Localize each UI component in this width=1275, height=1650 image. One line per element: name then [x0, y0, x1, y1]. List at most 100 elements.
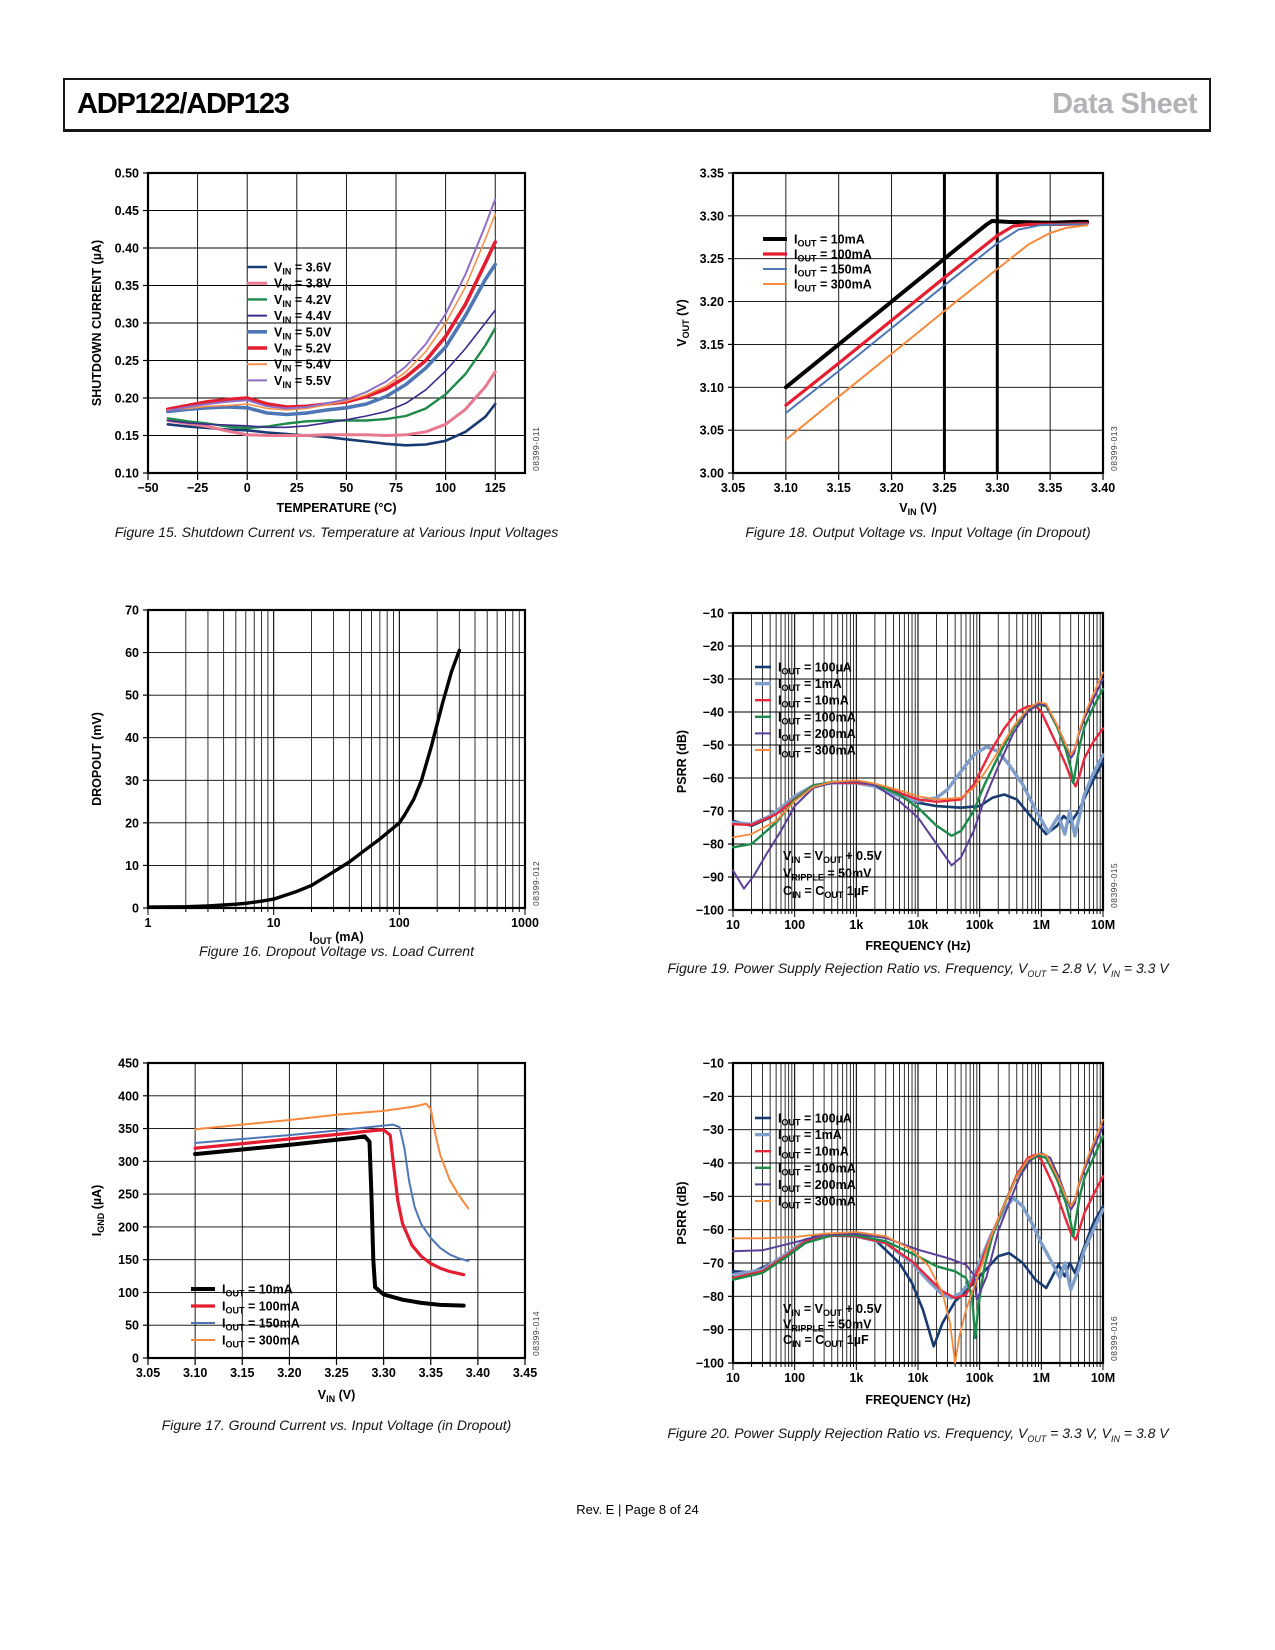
svg-text:10: 10: [267, 916, 281, 930]
svg-text:−50: −50: [137, 481, 158, 495]
svg-text:3.20: 3.20: [277, 1366, 301, 1380]
svg-text:VRIPPLE = 50mV: VRIPPLE = 50mV: [783, 1318, 872, 1334]
figure-16-caption: Figure 16. Dropout Voltage vs. Load Curr…: [199, 943, 474, 959]
svg-text:IOUT = 300mA: IOUT = 300mA: [222, 1334, 300, 1350]
svg-text:40: 40: [125, 731, 139, 745]
svg-text:IOUT = 100mA: IOUT = 100mA: [778, 710, 856, 726]
svg-text:3.20: 3.20: [700, 295, 724, 309]
svg-text:IOUT = 150mA: IOUT = 150mA: [222, 1317, 300, 1333]
svg-text:3.10: 3.10: [700, 381, 724, 395]
svg-text:CIN = COUT 1µF: CIN = COUT 1µF: [783, 1333, 869, 1349]
svg-text:10: 10: [726, 1371, 740, 1385]
svg-text:3.15: 3.15: [827, 481, 851, 495]
svg-text:3.30: 3.30: [985, 481, 1009, 495]
svg-text:IOUT = 1mA: IOUT = 1mA: [778, 1128, 842, 1144]
svg-text:VIN = 5.2V: VIN = 5.2V: [274, 342, 332, 358]
doc-type-label: Data Sheet: [1052, 88, 1197, 120]
figure-19-chart: 10 100 1k 10k 100k 1M 10M −100 −90 −80 −70 −60 −50 −4…: [675, 607, 1119, 954]
svg-text:50: 50: [125, 689, 139, 703]
svg-text:3.15: 3.15: [230, 1366, 254, 1380]
svg-text:VRIPPLE = 50mV: VRIPPLE = 50mV: [783, 867, 872, 883]
svg-text:150: 150: [118, 1253, 139, 1267]
figure-19-caption: Figure 19. Power Supply Rejection Ratio …: [667, 960, 1169, 979]
svg-text:3.25: 3.25: [932, 481, 956, 495]
svg-text:0.10: 0.10: [115, 467, 139, 481]
svg-text:100k: 100k: [966, 1371, 994, 1385]
svg-text:−20: −20: [703, 640, 724, 654]
svg-text:100: 100: [435, 481, 456, 495]
svg-text:3.20: 3.20: [879, 481, 903, 495]
svg-text:−40: −40: [703, 706, 724, 720]
svg-text:−90: −90: [703, 1323, 724, 1337]
svg-text:IOUT (mA): IOUT (mA): [309, 930, 363, 946]
svg-text:IOUT = 100mA: IOUT = 100mA: [778, 1161, 856, 1177]
page-header: ADP122/ADP123 Data Sheet: [63, 78, 1211, 132]
svg-text:0.25: 0.25: [115, 354, 139, 368]
svg-text:200: 200: [118, 1220, 139, 1234]
svg-text:IOUT = 300mA: IOUT = 300mA: [794, 278, 872, 294]
svg-text:VIN (V): VIN (V): [899, 501, 936, 517]
figure-17-block: 3.05 3.10 3.15 3.20 3.25 3.30 3.35 3.40 3.45 0 50 1…: [70, 1040, 630, 1450]
svg-text:IOUT = 10mA: IOUT = 10mA: [778, 1145, 849, 1161]
svg-text:SHUTDOWN CURRENT (µA): SHUTDOWN CURRENT (µA): [90, 240, 104, 406]
svg-text:3.05: 3.05: [721, 481, 745, 495]
svg-text:−20: −20: [703, 1090, 724, 1104]
svg-text:0: 0: [244, 481, 251, 495]
svg-text:PSRR (dB): PSRR (dB): [675, 730, 689, 793]
svg-text:08399-015: 08399-015: [1109, 863, 1119, 908]
svg-text:−50: −50: [703, 739, 724, 753]
svg-text:10M: 10M: [1091, 918, 1115, 932]
svg-text:CIN = COUT 1µF: CIN = COUT 1µF: [783, 884, 869, 900]
svg-text:−100: −100: [696, 1357, 724, 1371]
svg-text:−30: −30: [703, 673, 724, 687]
svg-text:60: 60: [125, 646, 139, 660]
svg-text:08399-012: 08399-012: [531, 861, 541, 906]
svg-text:10k: 10k: [908, 1371, 929, 1385]
svg-text:25: 25: [290, 481, 304, 495]
svg-text:IOUT = 100µA: IOUT = 100µA: [778, 1112, 852, 1128]
svg-text:IGND (µA): IGND (µA): [90, 1185, 106, 1237]
svg-text:0: 0: [132, 902, 139, 916]
svg-text:400: 400: [118, 1089, 139, 1103]
svg-text:−70: −70: [703, 1257, 724, 1271]
svg-text:VIN = 5.4V: VIN = 5.4V: [274, 358, 332, 374]
svg-text:20: 20: [125, 816, 139, 830]
svg-text:3.10: 3.10: [183, 1366, 207, 1380]
svg-text:IOUT = 100mA: IOUT = 100mA: [222, 1300, 300, 1316]
svg-text:IOUT = 10mA: IOUT = 10mA: [794, 233, 865, 249]
svg-text:100: 100: [784, 1371, 805, 1385]
svg-text:50: 50: [125, 1319, 139, 1333]
figure-16-chart: 1 10 100 1000 0 10 20 30 40 50 60 70 IOUT (mA) DROPOU…: [90, 604, 541, 947]
svg-text:FREQUENCY (Hz): FREQUENCY (Hz): [865, 939, 970, 953]
figure-17-caption: Figure 17. Ground Current vs. Input Volt…: [161, 1417, 512, 1433]
svg-text:3.10: 3.10: [774, 481, 798, 495]
svg-text:−10: −10: [703, 607, 724, 621]
svg-text:3.35: 3.35: [419, 1366, 443, 1380]
figure-15-chart: −50 −25 0 25 50 75 100 125 0.10 0.15 0.20 0.25 0.30 0…: [90, 167, 541, 516]
svg-text:3.30: 3.30: [371, 1366, 395, 1380]
svg-text:1M: 1M: [1033, 1371, 1050, 1385]
svg-text:30: 30: [125, 774, 139, 788]
svg-text:10k: 10k: [908, 918, 929, 932]
svg-text:0.20: 0.20: [115, 392, 139, 406]
svg-text:3.05: 3.05: [136, 1366, 160, 1380]
svg-text:3.15: 3.15: [700, 338, 724, 352]
svg-text:08399-011: 08399-011: [531, 426, 541, 471]
svg-text:−10: −10: [703, 1057, 724, 1071]
svg-text:IOUT = 100mA: IOUT = 100mA: [794, 248, 872, 264]
svg-text:1M: 1M: [1033, 918, 1050, 932]
svg-text:3.25: 3.25: [324, 1366, 348, 1380]
svg-text:1000: 1000: [511, 916, 539, 930]
svg-text:VIN = 5.0V: VIN = 5.0V: [274, 325, 332, 341]
svg-text:VIN (V): VIN (V): [318, 1388, 355, 1404]
svg-text:PSRR (dB): PSRR (dB): [675, 1181, 689, 1244]
svg-text:VOUT (V): VOUT (V): [675, 299, 691, 346]
svg-text:100k: 100k: [966, 918, 994, 932]
svg-text:10: 10: [125, 859, 139, 873]
figure-18-caption: Figure 18. Output Voltage vs. Input Volt…: [745, 524, 1091, 540]
svg-text:0.30: 0.30: [115, 317, 139, 331]
svg-text:0: 0: [132, 1352, 139, 1366]
svg-text:3.00: 3.00: [700, 467, 724, 481]
svg-text:VIN = 4.2V: VIN = 4.2V: [274, 293, 332, 309]
